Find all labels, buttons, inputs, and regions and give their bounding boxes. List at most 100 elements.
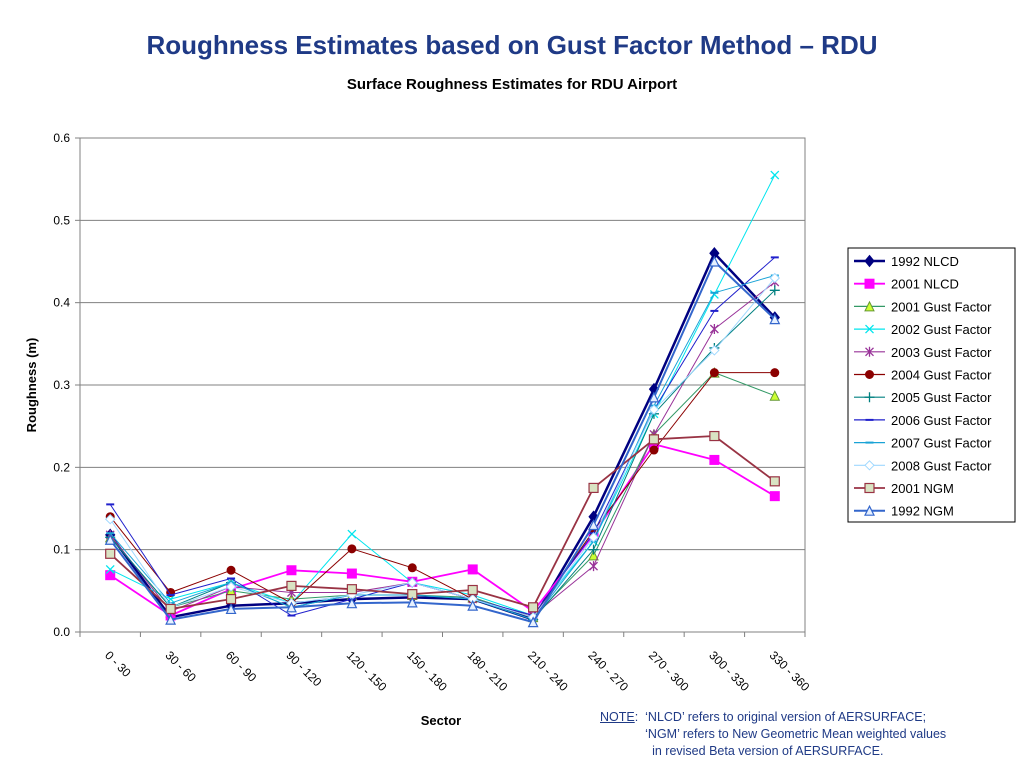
series-11	[104, 255, 781, 628]
data-point	[588, 519, 600, 531]
legend-item: 2006 Gust Factor	[854, 413, 992, 428]
data-point	[225, 603, 237, 615]
legend-item: 2001 NLCD	[854, 277, 959, 292]
series-line	[109, 275, 775, 621]
legend-label: 2004 Gust Factor	[891, 368, 992, 383]
data-point	[648, 434, 660, 445]
data-point	[588, 544, 599, 555]
legend-label: 2007 Gust Factor	[891, 436, 992, 451]
data-point	[769, 491, 780, 502]
legend-item: 1992 NGM	[854, 504, 954, 519]
y-axis-title: Roughness (m)	[24, 338, 39, 433]
x-tick-label: 120 - 150	[344, 648, 390, 694]
legend-label: 2005 Gust Factor	[891, 390, 992, 405]
data-point	[709, 430, 720, 442]
y-tick-label: 0.1	[53, 543, 70, 557]
legend-swatch-marker	[864, 482, 875, 494]
legend-label: 1992 NLCD	[891, 254, 959, 269]
legend-swatch-marker	[864, 392, 875, 403]
series-line	[109, 252, 776, 621]
data-point	[105, 570, 116, 581]
legend-label: 2001 NGM	[891, 481, 954, 496]
data-point	[347, 544, 357, 554]
x-tick-label: 330 - 360	[767, 648, 813, 694]
data-point	[709, 454, 720, 465]
slide-title: Roughness Estimates based on Gust Factor…	[146, 30, 878, 60]
legend-swatch-marker	[865, 370, 874, 379]
y-tick-label: 0.5	[53, 213, 70, 227]
legend-label: 2008 Gust Factor	[891, 458, 992, 473]
data-point	[769, 390, 781, 401]
data-point	[165, 603, 176, 615]
x-tick-label: 60 - 90	[223, 648, 260, 685]
data-point	[527, 616, 539, 628]
legend-item: 2002 Gust Factor	[854, 322, 992, 337]
x-tick-label: 300 - 330	[706, 648, 752, 694]
x-tick-label: 240 - 270	[585, 648, 631, 694]
legend-swatch-marker	[865, 346, 874, 357]
data-point	[346, 568, 357, 579]
data-point	[770, 170, 780, 180]
note-line-2: ‘NGM’ refers to New Geometric Mean weigh…	[600, 727, 947, 741]
x-tick-label: 180 - 210	[465, 648, 511, 694]
legend-swatch-marker	[864, 278, 875, 289]
x-tick-label: 270 - 300	[646, 648, 692, 694]
data-point	[769, 313, 781, 325]
data-point	[104, 533, 116, 545]
y-tick-label: 0.4	[53, 296, 70, 310]
data-point	[347, 529, 357, 539]
chart-title: Surface Roughness Estimates for RDU Airp…	[346, 76, 678, 93]
legend-item: 2001 Gust Factor	[854, 299, 992, 314]
x-tick-label: 90 - 120	[283, 648, 324, 689]
data-point	[709, 368, 719, 378]
data-point	[648, 391, 660, 403]
gridlines	[80, 137, 805, 551]
series-line	[109, 435, 776, 610]
data-point	[709, 345, 720, 356]
data-point	[588, 549, 599, 561]
x-tick-label: 150 - 180	[404, 648, 450, 694]
data-point	[105, 548, 116, 559]
data-point	[467, 599, 479, 611]
note-label: NOTE	[600, 710, 635, 724]
data-point	[285, 601, 297, 613]
note-line-1: : ‘NLCD’ refers to original version of A…	[634, 710, 927, 724]
data-point	[226, 565, 236, 575]
series-line	[109, 277, 776, 618]
data-point	[165, 613, 177, 625]
data-point	[286, 580, 297, 591]
series-line	[109, 260, 776, 624]
legend-item: 2004 Gust Factor	[854, 368, 992, 383]
data-point	[588, 532, 599, 543]
data-point	[166, 594, 176, 604]
legend-swatch-marker	[864, 300, 875, 312]
legend-swatch-marker	[865, 324, 874, 334]
data-point	[770, 368, 780, 378]
data-point	[105, 564, 115, 574]
legend-swatch-marker	[864, 460, 875, 471]
legend-label: 1992 NGM	[891, 504, 954, 519]
x-axis-title: Sector	[421, 713, 461, 728]
data-point	[406, 596, 418, 608]
data-point	[346, 597, 358, 609]
data-point	[769, 285, 780, 296]
legend-box	[847, 247, 1016, 523]
data-point	[407, 577, 418, 588]
legend-item: 2008 Gust Factor	[854, 458, 992, 473]
series-10	[105, 430, 780, 615]
data-point	[105, 513, 116, 525]
legend-label: 2001 NLCD	[891, 277, 959, 292]
data-point	[225, 593, 237, 605]
data-point	[528, 602, 539, 613]
y-tick-label: 0.2	[53, 460, 70, 474]
data-point	[225, 581, 237, 592]
legend-label: 2006 Gust Factor	[891, 413, 992, 428]
y-tick-label: 0.6	[53, 131, 70, 145]
data-point	[769, 476, 780, 487]
series-9	[105, 272, 780, 623]
legend-item: 2001 NGM	[854, 481, 954, 496]
y-axis-ticks: 0.0 0.1 0.2 0.3 0.4 0.5 0.6	[53, 131, 80, 639]
data-point	[649, 445, 659, 455]
series-group	[104, 170, 781, 628]
